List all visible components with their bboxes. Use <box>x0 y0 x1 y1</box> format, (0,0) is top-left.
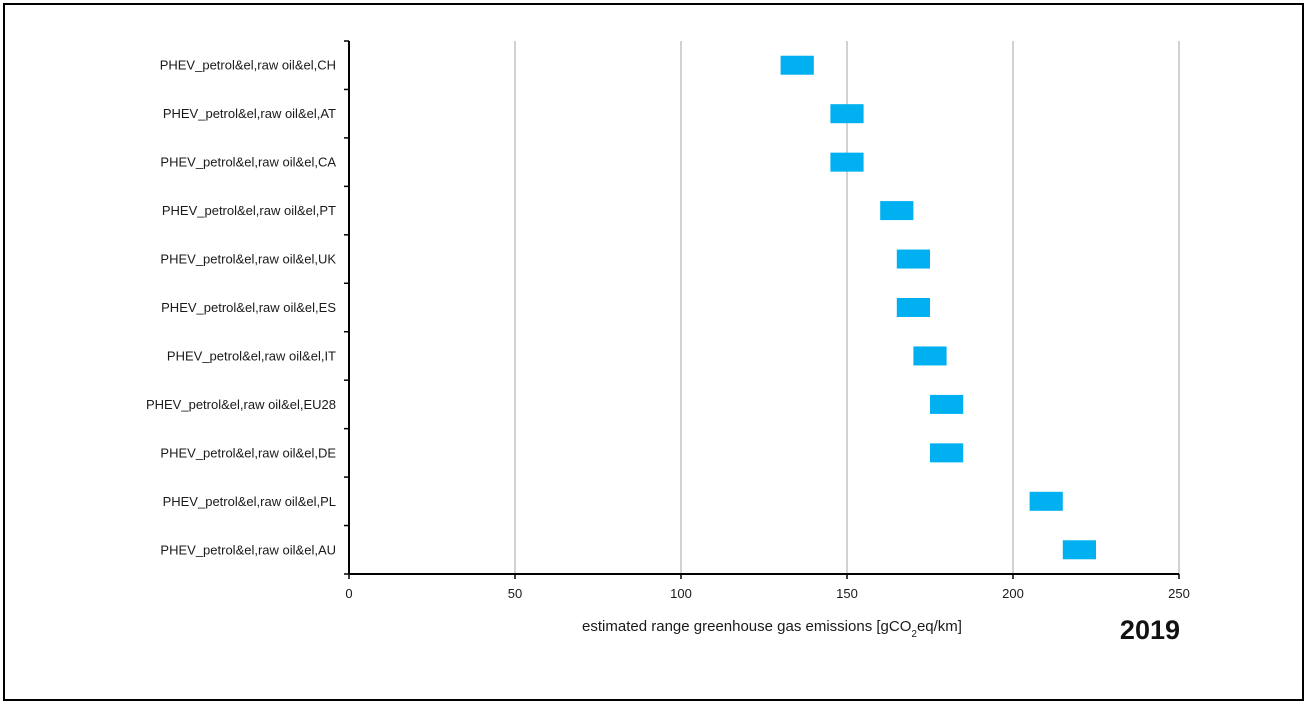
x-axis-title-suffix: eq/km] <box>917 618 962 635</box>
axes <box>344 40 1180 579</box>
y-tick-label: PHEV_petrol&el,raw oil&el,ES <box>161 300 336 315</box>
range-bar <box>913 346 947 366</box>
range-bar <box>930 443 964 463</box>
x-tick-label: 250 <box>1168 586 1190 601</box>
x-axis-title: estimated range greenhouse gas emissions… <box>582 618 962 640</box>
range-bar <box>830 104 864 124</box>
x-tick-label: 0 <box>345 586 352 601</box>
y-tick-label: PHEV_petrol&el,raw oil&el,AT <box>163 106 336 121</box>
y-tick-label: PHEV_petrol&el,raw oil&el,PT <box>162 203 336 218</box>
x-tick-label: 200 <box>1002 586 1024 601</box>
range-bar <box>896 298 930 317</box>
range-bar <box>830 152 864 172</box>
y-tick-label: PHEV_petrol&el,raw oil&el,PL <box>163 494 336 509</box>
gridlines <box>514 41 1180 574</box>
year-label: 2019 <box>1120 615 1180 645</box>
y-tick-label: PHEV_petrol&el,raw oil&el,UK <box>160 252 336 267</box>
y-tick-label: PHEV_petrol&el,raw oil&el,CA <box>160 155 336 170</box>
y-tick-label: PHEV_petrol&el,raw oil&el,DE <box>160 445 336 460</box>
range-bar <box>1062 540 1096 560</box>
x-axis-title-prefix: estimated range greenhouse gas emissions… <box>582 618 911 635</box>
x-tick-label: 50 <box>508 586 522 601</box>
y-tick-label: PHEV_petrol&el,raw oil&el,AU <box>160 542 336 557</box>
y-tick-label: PHEV_petrol&el,raw oil&el,CH <box>160 58 336 73</box>
range-bar <box>896 249 930 269</box>
y-tick-label: PHEV_petrol&el,raw oil&el,IT <box>167 348 336 363</box>
chart-frame <box>3 3 1304 701</box>
x-tick-label: 100 <box>670 586 692 601</box>
x-axis-title-subscript: 2 <box>911 629 917 640</box>
range-bar <box>780 55 814 75</box>
range-bar <box>1029 491 1063 511</box>
range-bar <box>880 201 914 221</box>
y-tick-label: PHEV_petrol&el,raw oil&el,EU28 <box>146 397 336 412</box>
tick-labels: 0 50 100 150 200 250 PHEV_petrol&el,raw oil&el… <box>146 58 1190 601</box>
x-tick-label: 150 <box>836 586 858 601</box>
range-bar <box>930 394 964 414</box>
range-bars <box>780 55 1096 560</box>
